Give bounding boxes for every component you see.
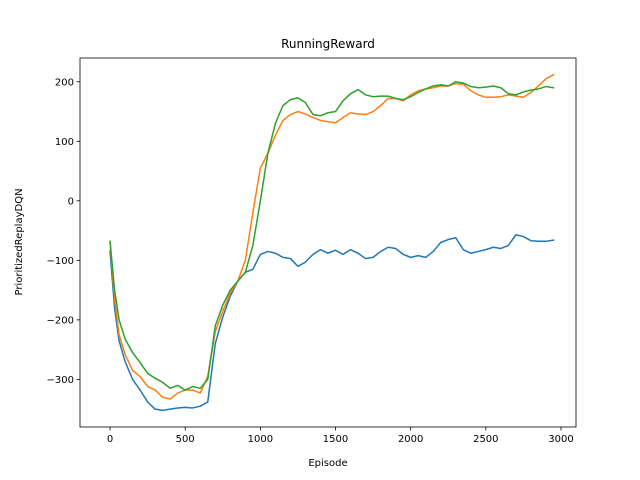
y-tick-label: −200: [47, 315, 74, 326]
x-tick-label: 1500: [323, 434, 348, 445]
x-axis-label: Episode: [308, 458, 347, 469]
plot-lines: [109, 73, 555, 412]
x-tick-label: 3000: [548, 434, 573, 445]
x-tick-label: 500: [176, 434, 195, 445]
x-tick-label: 0: [107, 434, 113, 445]
x-tick-label: 2500: [473, 434, 498, 445]
x-axis-ticks: 0 500 1000 1500 2000 2500 3000: [107, 427, 574, 445]
x-tick-label: 2000: [398, 434, 423, 445]
plot-frame: [79, 57, 577, 428]
y-tick-label: −300: [47, 375, 74, 386]
y-tick-label: 0: [68, 196, 74, 207]
y-axis-ticks: −300 −200 −100 0 100 200: [47, 77, 80, 386]
y-axis-label: PrioritizedReplayDQN: [14, 188, 25, 295]
series-line-3: [109, 81, 555, 391]
y-tick-label: −100: [47, 256, 74, 267]
x-tick-label: 1000: [248, 434, 273, 445]
chart-title: RunningReward: [281, 37, 375, 51]
series-line-2: [109, 73, 555, 400]
y-tick-label: 100: [55, 137, 74, 148]
y-tick-label: 200: [55, 77, 74, 88]
series-line-1: [109, 234, 555, 412]
